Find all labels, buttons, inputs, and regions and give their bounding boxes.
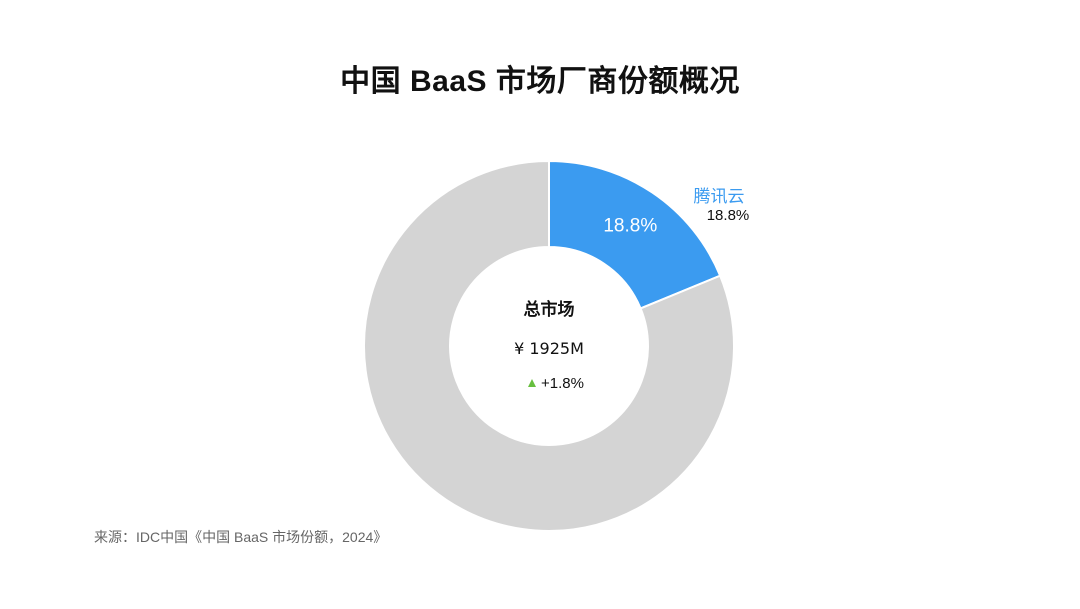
donut-slice-1 [363,159,735,532]
chart-title: 中国 BaaS 市场厂商份额概况 [340,65,740,98]
center-title: 总市场 [524,299,575,320]
center-growth: +1.8% [541,375,584,392]
donut-slice-0 [548,159,722,310]
callout-name: 腾讯云 [694,187,745,207]
callout-value: 18.8% [707,207,750,224]
source-note: 来源：IDC中国《中国 BaaS 市场份额，2024》 [94,529,388,545]
center-total: ¥ 1925M [514,339,584,358]
growth-up-icon [528,379,536,387]
slice-value-label: 18.8% [603,216,657,237]
donut-slices [363,159,735,532]
